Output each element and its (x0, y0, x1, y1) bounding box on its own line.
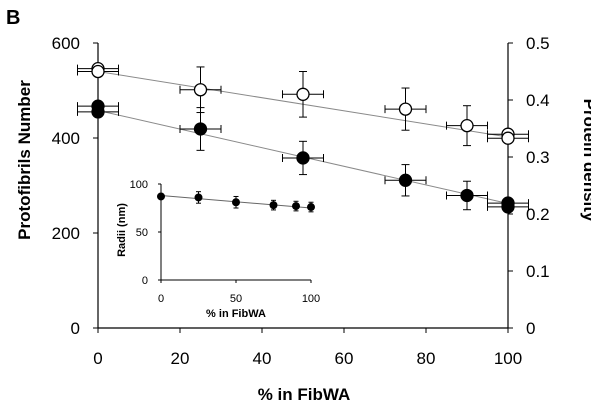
y-axis-title: Protofibrils Number (15, 80, 34, 240)
series-2-point (460, 188, 474, 203)
inset-point (307, 203, 315, 212)
y2-tick-label: 0.1 (526, 262, 550, 281)
inset-point (269, 201, 278, 210)
y-tick-label: 0 (71, 319, 80, 338)
x-tick-label: 80 (417, 349, 436, 368)
series-2-point (193, 122, 208, 136)
inset-point (157, 192, 165, 201)
inset-x-tick-label: 50 (230, 293, 242, 305)
inset-y-tick-label: 50 (136, 227, 148, 239)
x-tick-label: 100 (494, 349, 522, 368)
x-axis-title: % in FibWA (258, 385, 351, 404)
y2-tick-label: 0.4 (526, 91, 550, 110)
x-tick-label: 0 (93, 349, 102, 368)
y-tick-label: 200 (52, 224, 80, 243)
y2-tick-label: 0.3 (526, 148, 550, 167)
series-2-point (296, 151, 310, 165)
series-1-point (460, 119, 474, 133)
x-tick-label: 40 (253, 349, 272, 368)
y-tick-label: 600 (52, 34, 80, 53)
series-1-point (91, 64, 105, 79)
inset-point (232, 198, 240, 207)
inset-x-tick-label: 100 (302, 293, 320, 305)
series-1-point (501, 131, 515, 145)
inset-point (194, 193, 203, 202)
inset-x-tick-label: 0 (158, 293, 164, 305)
panel-label: B (6, 7, 20, 29)
x-tick-label: 20 (171, 349, 190, 368)
inset-x-axis-title: % in FibWA (206, 308, 266, 320)
series-1-point (398, 102, 413, 116)
inset-y-axis-title: Radii (nm) (116, 203, 128, 257)
inset-plot: 0 50 100 0 50 100 % in FibWA Radii (nm) (116, 179, 320, 320)
series-1-point (193, 83, 208, 97)
series-2-point (398, 173, 413, 187)
y2-tick-label: 0 (526, 319, 535, 338)
y2-axis-title: Protein density (580, 99, 591, 222)
y2-tick-label: 0.2 (526, 205, 550, 224)
inset-y-tick-label: 100 (130, 179, 148, 191)
series-1-point (296, 87, 310, 101)
x-tick-label: 60 (335, 349, 354, 368)
y2-tick-label: 0.5 (526, 34, 550, 53)
y-tick-label: 400 (52, 129, 80, 148)
series-2-point (91, 105, 105, 119)
main-plot: 0 200 400 600 0 0.1 0.2 0.3 0.4 0.5 0 20 40 60 80 100 % … (15, 34, 591, 404)
inset-y-tick-label: 0 (142, 275, 148, 287)
inset-point (292, 202, 300, 211)
series-2-point (501, 200, 515, 214)
